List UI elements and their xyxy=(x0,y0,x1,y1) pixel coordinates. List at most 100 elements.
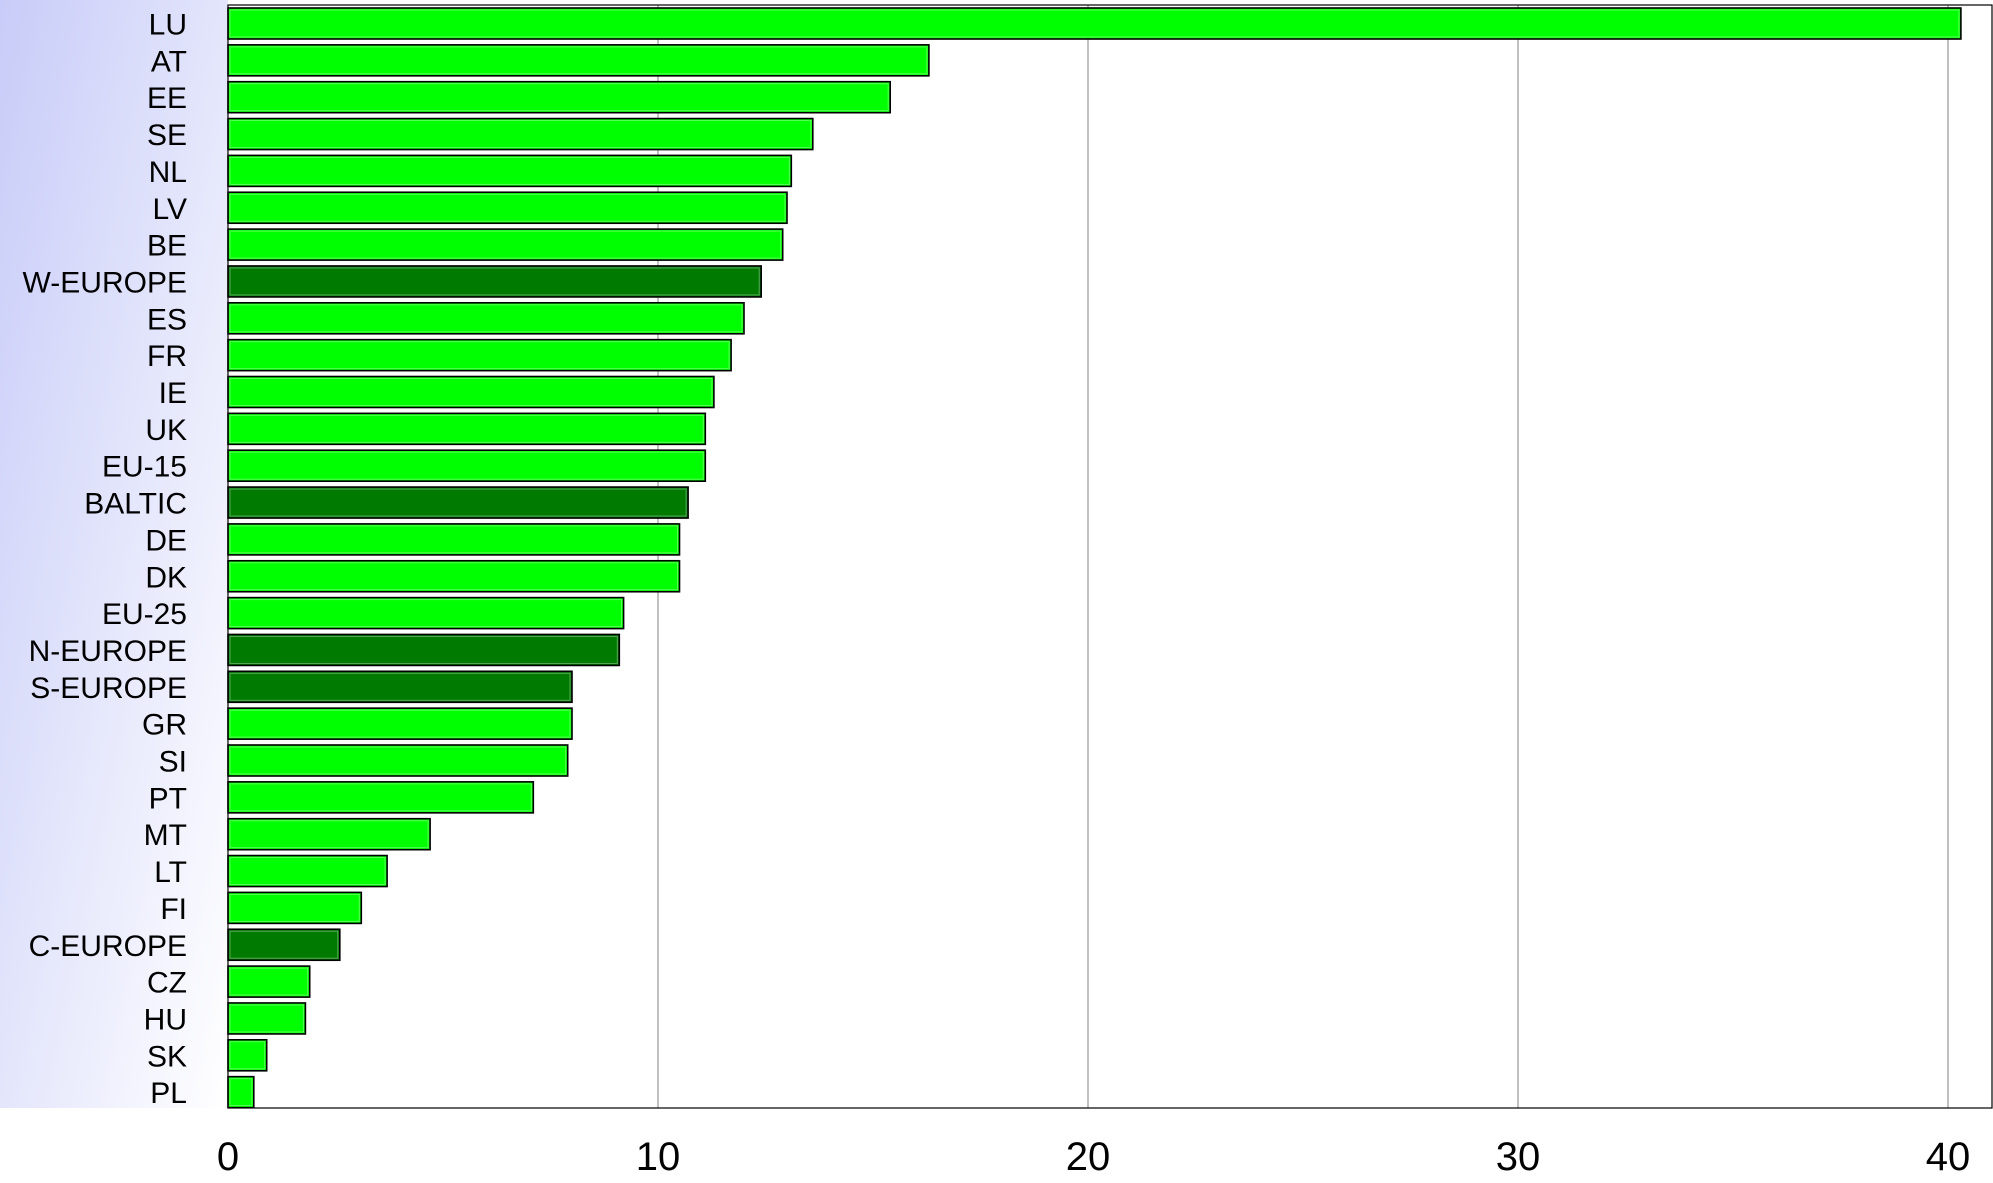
category-label-pl: PL xyxy=(150,1077,187,1110)
bar-highlight-pt xyxy=(229,783,532,812)
category-label-lu: LU xyxy=(149,9,187,42)
bar-at xyxy=(227,44,930,77)
bar-highlight-baltic xyxy=(229,488,687,517)
bar-highlight-w-europe xyxy=(229,267,760,296)
x-tick-labels: 0 10 20 30 40 xyxy=(217,1135,1971,1179)
bar-si xyxy=(227,744,569,777)
bar-eu-25 xyxy=(227,596,625,630)
x-tick-label: 30 xyxy=(1496,1135,1541,1178)
bar-cz xyxy=(227,965,311,998)
bar-s-europe xyxy=(227,670,573,704)
bar-de xyxy=(227,523,681,556)
category-label-c-europe: C-EUROPE xyxy=(29,930,187,963)
bar-highlight-uk xyxy=(229,414,704,443)
bar-highlight-se xyxy=(229,120,812,149)
bar-highlight-lu xyxy=(229,9,1960,38)
bar-highlight-eu-15 xyxy=(229,451,704,480)
bar-highlight-eu-25 xyxy=(229,599,623,628)
bar-es xyxy=(227,301,745,335)
bar-highlight-s-europe xyxy=(229,672,571,701)
category-label-pt: PT xyxy=(149,782,187,815)
bar-baltic xyxy=(227,486,689,519)
bar-highlight-be xyxy=(229,230,782,259)
gridlines xyxy=(657,5,1949,1108)
bar-highlight-lv xyxy=(229,193,786,222)
bar-dk xyxy=(227,559,681,593)
bar-lu xyxy=(227,7,1962,40)
bar-fi xyxy=(227,891,363,925)
category-label-lt: LT xyxy=(154,856,187,889)
bars xyxy=(227,7,1962,1109)
bar-pt xyxy=(227,781,535,814)
bar-highlight-gr xyxy=(229,709,571,738)
bar-highlight-cz xyxy=(229,967,309,996)
bar-highlight-hu xyxy=(229,1004,304,1033)
bar-highlight-n-europe xyxy=(229,635,618,664)
bar-lv xyxy=(227,191,788,225)
bar-highlight-pl xyxy=(229,1078,253,1107)
category-label-lv: LV xyxy=(153,193,187,226)
category-label-ie: IE xyxy=(159,377,187,410)
bar-highlight-c-europe xyxy=(229,930,339,959)
bar-highlight-es xyxy=(229,304,743,333)
bar-highlight-at xyxy=(229,46,928,75)
bar-w-europe xyxy=(227,265,763,298)
category-label-eu-15: EU-15 xyxy=(102,451,187,484)
category-label-at: AT xyxy=(151,45,187,78)
category-label-sk: SK xyxy=(147,1040,187,1073)
x-tick-label: 40 xyxy=(1926,1135,1971,1178)
bar-highlight-fr xyxy=(229,341,730,370)
bar-highlight-mt xyxy=(229,820,429,849)
bar-highlight-nl xyxy=(229,156,790,185)
category-label-w-europe: W-EUROPE xyxy=(23,266,187,299)
category-label-fr: FR xyxy=(147,340,187,373)
bar-nl xyxy=(227,154,793,188)
bar-highlight-si xyxy=(229,746,567,775)
x-tick-label: 10 xyxy=(636,1135,681,1178)
category-label-nl: NL xyxy=(149,156,187,189)
category-label-be: BE xyxy=(147,230,187,263)
bar-c-europe xyxy=(227,928,341,962)
bar-sk xyxy=(227,1039,268,1072)
category-label-gr: GR xyxy=(142,709,187,742)
category-label-s-europe: S-EUROPE xyxy=(30,672,187,705)
bar-highlight-ie xyxy=(229,378,713,406)
bar-eu-15 xyxy=(227,449,707,483)
bar-fr xyxy=(227,338,732,372)
bar-pl xyxy=(227,1075,255,1109)
category-label-se: SE xyxy=(147,119,187,152)
category-label-uk: UK xyxy=(145,414,187,447)
category-label-es: ES xyxy=(147,303,187,336)
category-label-de: DE xyxy=(145,524,187,557)
bar-highlight-ee xyxy=(229,83,889,112)
plot-area-frame xyxy=(227,4,1993,1109)
label-panel-background xyxy=(0,0,228,1108)
category-label-baltic: BALTIC xyxy=(84,488,187,521)
bar-highlight-dk xyxy=(229,562,678,591)
bar-ie xyxy=(227,375,715,409)
bar-be xyxy=(227,228,784,261)
category-label-eu-25: EU-25 xyxy=(102,598,187,631)
bar-lt xyxy=(227,854,388,888)
category-label-ee: EE xyxy=(147,82,187,115)
bar-se xyxy=(227,117,814,151)
bar-n-europe xyxy=(227,633,621,667)
x-tick-label: 20 xyxy=(1066,1135,1111,1178)
bar-uk xyxy=(227,412,707,446)
category-label-si: SI xyxy=(159,746,187,779)
bar-ee xyxy=(227,80,892,114)
bar-mt xyxy=(227,817,431,851)
bar-highlight-sk xyxy=(229,1041,266,1070)
category-label-hu: HU xyxy=(144,1003,187,1036)
bar-highlight-fi xyxy=(229,893,360,922)
category-label-fi: FI xyxy=(160,893,187,926)
category-label-mt: MT xyxy=(144,819,187,852)
category-label-dk: DK xyxy=(145,561,187,594)
x-tick-label: 0 xyxy=(217,1135,239,1178)
bar-hu xyxy=(227,1002,307,1035)
bar-highlight-lt xyxy=(229,857,386,886)
category-label-cz: CZ xyxy=(147,967,187,1000)
